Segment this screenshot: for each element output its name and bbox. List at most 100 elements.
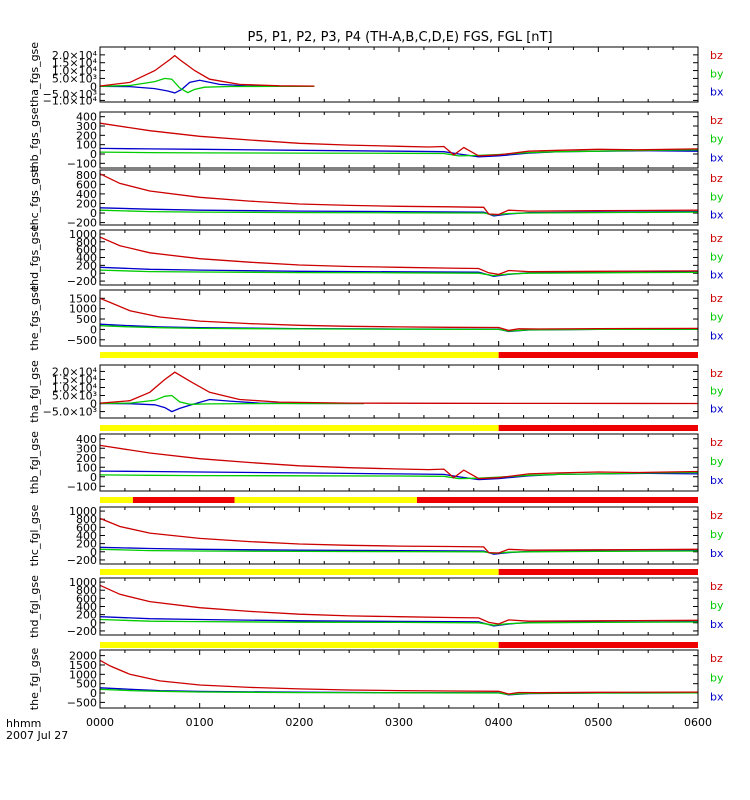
y-tick-label: 5.0×10³ [52,72,97,85]
y-tick-label: 0 [90,617,97,630]
y-tick-label: 0 [90,323,97,336]
legend-bx: bx [710,86,724,99]
y-tick-label: −5.0×10³ [43,88,97,101]
series-by-line [100,394,365,405]
mode-bar [100,352,698,358]
y-tick-label: 300 [76,120,97,133]
series-group [100,54,315,94]
panel-tha_fgs_gse: 2.0×10⁴1.5×10⁴1.0×10⁴5.0×10³0−5.0×10³−1.… [28,42,724,108]
y-tick-label: 600 [76,521,97,534]
series-by-line [100,471,698,480]
y-tick-label: 1.5×10⁴ [52,373,98,386]
legend-by: by [710,67,724,80]
panel-ylabel: tha_fgs_gse [28,42,41,107]
y-tick-label: 600 [76,244,97,257]
legend-bz: bz [710,436,723,449]
series-bz-line [100,173,698,216]
mode-bar-segment [100,497,133,503]
mode-bar-segment [416,497,698,503]
panel-ylabel: thd_fgl_gse [28,575,41,638]
y-tick-label: 2.0×10⁴ [52,49,98,62]
panels: 2.0×10⁴1.5×10⁴1.0×10⁴5.0×10³0−5.0×10³−1.… [28,42,724,711]
series-group [100,659,698,696]
y-tick-label: −200 [67,275,97,288]
legend-bz: bz [710,232,723,245]
x-tick-label: 0000 [86,716,114,729]
y-tick-label: −5.0×10³ [43,406,97,419]
legend-bz: bz [710,49,723,62]
mode-bar-segment [498,569,698,575]
series-group [100,122,698,158]
series-group [100,173,698,217]
legend-bz: bz [710,509,723,522]
panel-ylabel: thc_fgs_gse [28,165,41,230]
y-tick-label: 200 [76,197,97,210]
series-bz-line [100,122,698,157]
y-tick-label: 1.0×10⁴ [52,381,98,394]
legend-bx: bx [710,269,724,282]
mode-bar-segment [100,642,499,648]
x-axis: 0000 0100 0200 0300 0400 0500 0600 [86,716,712,729]
panel-ylabel: tha_fgl_gse [28,360,41,423]
legend-by: by [710,133,724,146]
y-tick-label: −500 [67,696,97,709]
y-tick-label: 400 [76,111,97,124]
legend-bz: bz [710,172,723,185]
y-tick-label: 2000 [69,650,97,663]
x-tick-label: 0400 [485,716,513,729]
panel-ylabel: the_fgl_gse [28,648,41,711]
y-tick-label: 400 [76,530,97,543]
series-bz-line [100,444,698,480]
series-by-line [100,548,698,555]
y-tick-label: 1500 [69,659,97,672]
y-tick-label: 200 [76,259,97,272]
panel-frame [99,506,699,565]
legend-bx: bx [710,691,724,704]
series-by-line [100,209,698,216]
series-by-line [100,688,698,696]
x-tick-label: 0600 [684,716,712,729]
y-tick-label: 200 [76,538,97,551]
legend-bz: bz [710,580,723,593]
y-tick-label: 1500 [69,292,97,305]
panel-ylabel: thb_fgl_gse [28,431,41,494]
y-tick-label: −100 [67,480,97,493]
y-tick-label: 800 [76,169,97,182]
panel-frame [99,46,699,103]
y-tick-label: 2.0×10⁴ [52,365,98,378]
y-tick-label: 100 [76,461,97,474]
y-tick-label: −100 [67,157,97,170]
y-tick-label: 1000 [69,303,97,316]
panel-frame [99,289,699,347]
mode-bar-segment [132,497,235,503]
mode-bar-segment [498,352,698,358]
series-group [100,371,698,413]
y-tick-label: 1000 [69,228,97,241]
y-tick-label: 0 [90,687,97,700]
mode-bar-segment [498,425,698,431]
legend-by: by [710,190,724,203]
mode-bar [100,642,698,648]
panel-frame [99,649,699,709]
y-tick-label: 600 [76,592,97,605]
legend-bx: bx [710,547,724,560]
series-by-line [100,325,698,332]
legend-bx: bx [710,474,724,487]
legend-by: by [710,455,724,468]
series-group [100,584,698,627]
series-bz-line [100,236,698,276]
series-by-line [100,269,698,277]
y-tick-label: 0 [90,148,97,161]
mode-bar-segment [100,569,499,575]
y-tick-label: 200 [76,609,97,622]
y-tick-label: 0 [90,471,97,484]
legend-bz: bz [710,652,723,665]
y-tick-label: 400 [76,601,97,614]
series-group [100,444,698,481]
y-tick-label: 5.0×10³ [52,390,97,403]
series-group [100,236,698,278]
series-bz-line [100,659,698,695]
legend-bz: bz [710,367,723,380]
